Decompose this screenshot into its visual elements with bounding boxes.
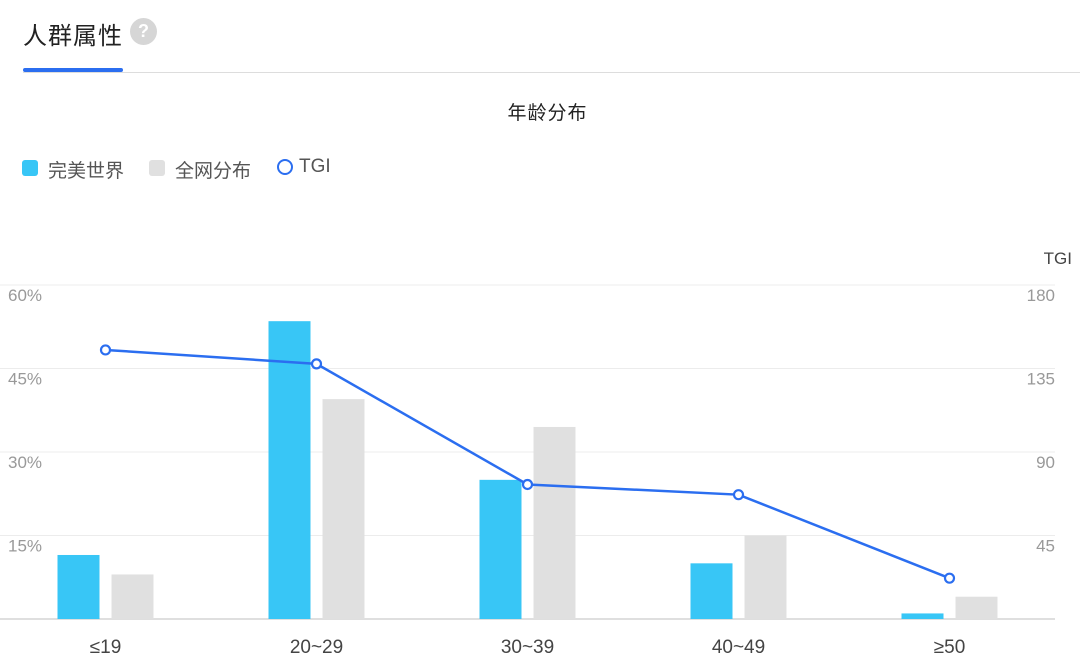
- tab-bar: 人群属性 ?: [0, 0, 1080, 73]
- bar-series-2: [111, 574, 154, 619]
- bar-series-1: [479, 479, 522, 619]
- bar-series-2: [322, 399, 365, 619]
- chart-title: 年龄分布: [507, 103, 588, 124]
- tgi-point: [521, 478, 534, 491]
- x-tick-label: 40~49: [712, 637, 765, 658]
- y-right-tick-label: 45: [1036, 537, 1055, 556]
- y-left-tick-label: 45%: [8, 370, 42, 389]
- bar-series-1: [57, 554, 100, 619]
- y-right-axis-label: TGI: [1044, 249, 1072, 268]
- active-tab-indicator: [23, 68, 123, 72]
- tgi-point: [310, 358, 323, 370]
- legend-swatch-series-1: [22, 160, 38, 176]
- y-right-tick-label: 90: [1036, 453, 1055, 472]
- y-right-tick-label: 180: [1027, 286, 1055, 305]
- y-right-tick-label: 135: [1027, 370, 1055, 389]
- tgi-point: [99, 344, 112, 356]
- legend-label-series-1: 完美世界: [48, 161, 125, 182]
- legend-label-tgi: TGI: [299, 156, 331, 177]
- tgi-line: [105, 348, 950, 580]
- tgi-point: [943, 572, 956, 584]
- bar-series-2: [955, 596, 998, 619]
- tab-divider: [23, 72, 1080, 73]
- bar-series-1: [690, 563, 733, 619]
- y-left-tick-label: 60%: [8, 286, 42, 305]
- y-left-tick-label: 15%: [8, 537, 42, 556]
- bar-series-2: [533, 426, 576, 619]
- x-tick-label: ≥50: [934, 637, 966, 658]
- legend-swatch-series-2: [149, 160, 165, 176]
- y-left-tick-label: 30%: [8, 453, 42, 472]
- x-tick-label: 30~39: [501, 637, 554, 658]
- help-icon[interactable]: ?: [130, 18, 157, 45]
- x-tick-label: 20~29: [290, 637, 343, 658]
- tab-crowd-attributes[interactable]: 人群属性: [23, 23, 123, 50]
- tgi-point: [732, 489, 745, 501]
- bar-series-2: [744, 535, 787, 619]
- x-tick-label: ≤19: [90, 637, 122, 658]
- legend-circle-tgi: [277, 159, 293, 175]
- legend-label-series-2: 全网分布: [175, 161, 252, 182]
- bar-series-1: [268, 321, 311, 619]
- bar-series-1: [901, 613, 944, 619]
